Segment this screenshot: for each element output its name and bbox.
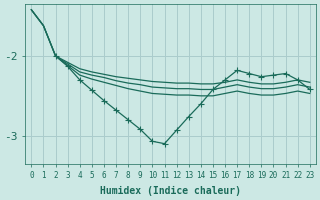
X-axis label: Humidex (Indice chaleur): Humidex (Indice chaleur) bbox=[100, 186, 241, 196]
